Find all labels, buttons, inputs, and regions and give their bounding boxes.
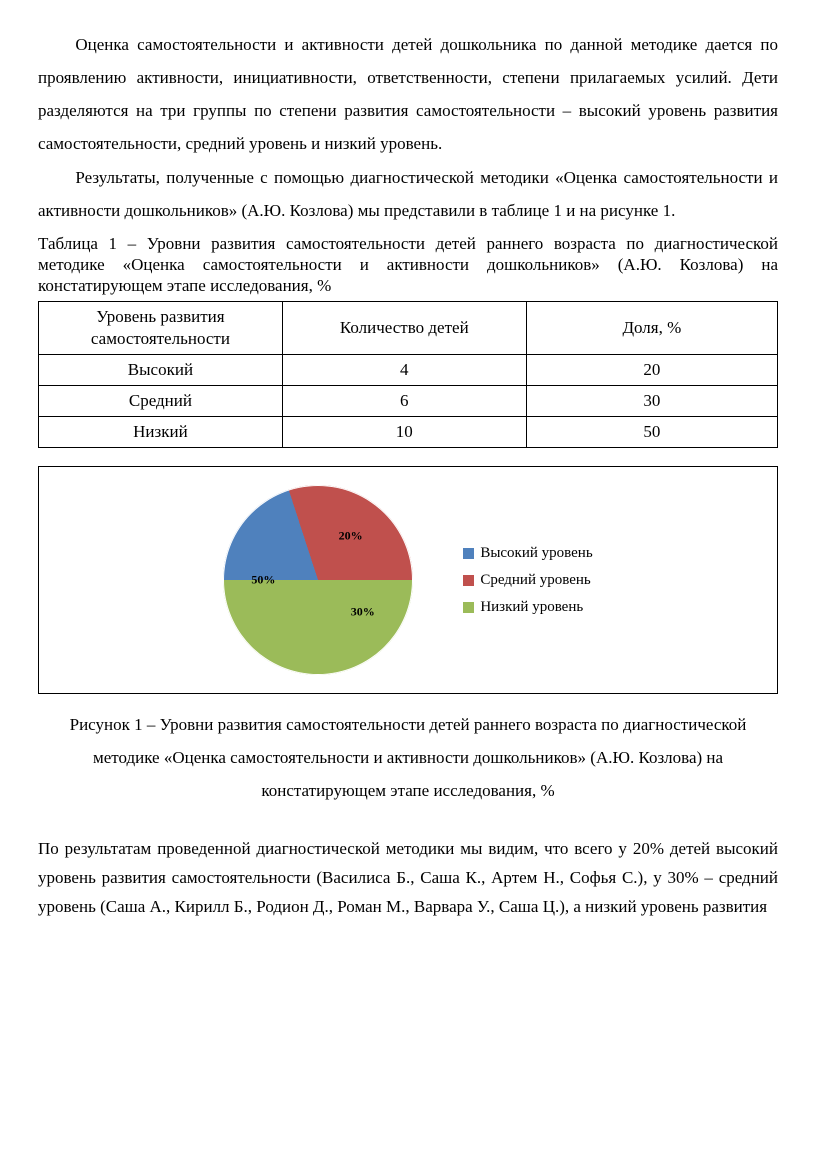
chart-legend: Высокий уровеньСредний уровеньНизкий уро…: [463, 540, 592, 621]
table-row: Высокий 4 20: [39, 354, 778, 385]
legend-item: Высокий уровень: [463, 540, 592, 567]
table-cell: Низкий: [39, 416, 283, 447]
table-header-cell: Уровень развития самостоятельности: [39, 301, 283, 354]
table-cell: 30: [526, 385, 777, 416]
legend-swatch: [463, 548, 474, 559]
legend-label: Низкий уровень: [480, 594, 583, 621]
table-cell: 50: [526, 416, 777, 447]
table-header-row: Уровень развития самостоятельности Колич…: [39, 301, 778, 354]
pie-slice-label: 50%: [251, 568, 275, 591]
table-row: Средний 6 30: [39, 385, 778, 416]
legend-label: Высокий уровень: [480, 540, 592, 567]
table-cell: 6: [282, 385, 526, 416]
paragraph-results: По результатам проведенной диагностическ…: [38, 835, 778, 922]
pie-slice-label: 30%: [351, 601, 375, 624]
table-cell: Высокий: [39, 354, 283, 385]
pie-slice-label: 20%: [339, 524, 363, 547]
table-row: Низкий 10 50: [39, 416, 778, 447]
table-header-cell: Доля, %: [526, 301, 777, 354]
paragraph-2: Результаты, полученные с помощью диагнос…: [38, 161, 778, 227]
legend-swatch: [463, 575, 474, 586]
legend-label: Средний уровень: [480, 567, 590, 594]
pie-chart-box: 20% 30% 50% Высокий уровеньСредний уровень…: [38, 466, 778, 694]
table-cell: 20: [526, 354, 777, 385]
pie-chart: 20% 30% 50%: [223, 485, 413, 675]
legend-swatch: [463, 602, 474, 613]
data-table: Уровень развития самостоятельности Колич…: [38, 301, 778, 448]
legend-item: Низкий уровень: [463, 594, 592, 621]
figure-caption: Рисунок 1 – Уровни развития самостоятель…: [38, 708, 778, 807]
table-cell: 4: [282, 354, 526, 385]
table-caption: Таблица 1 – Уровни развития самостоятель…: [38, 233, 778, 297]
table-cell: 10: [282, 416, 526, 447]
table-header-cell: Количество детей: [282, 301, 526, 354]
table-cell: Средний: [39, 385, 283, 416]
legend-item: Средний уровень: [463, 567, 592, 594]
paragraph-1: Оценка самостоятельности и активности де…: [38, 28, 778, 161]
